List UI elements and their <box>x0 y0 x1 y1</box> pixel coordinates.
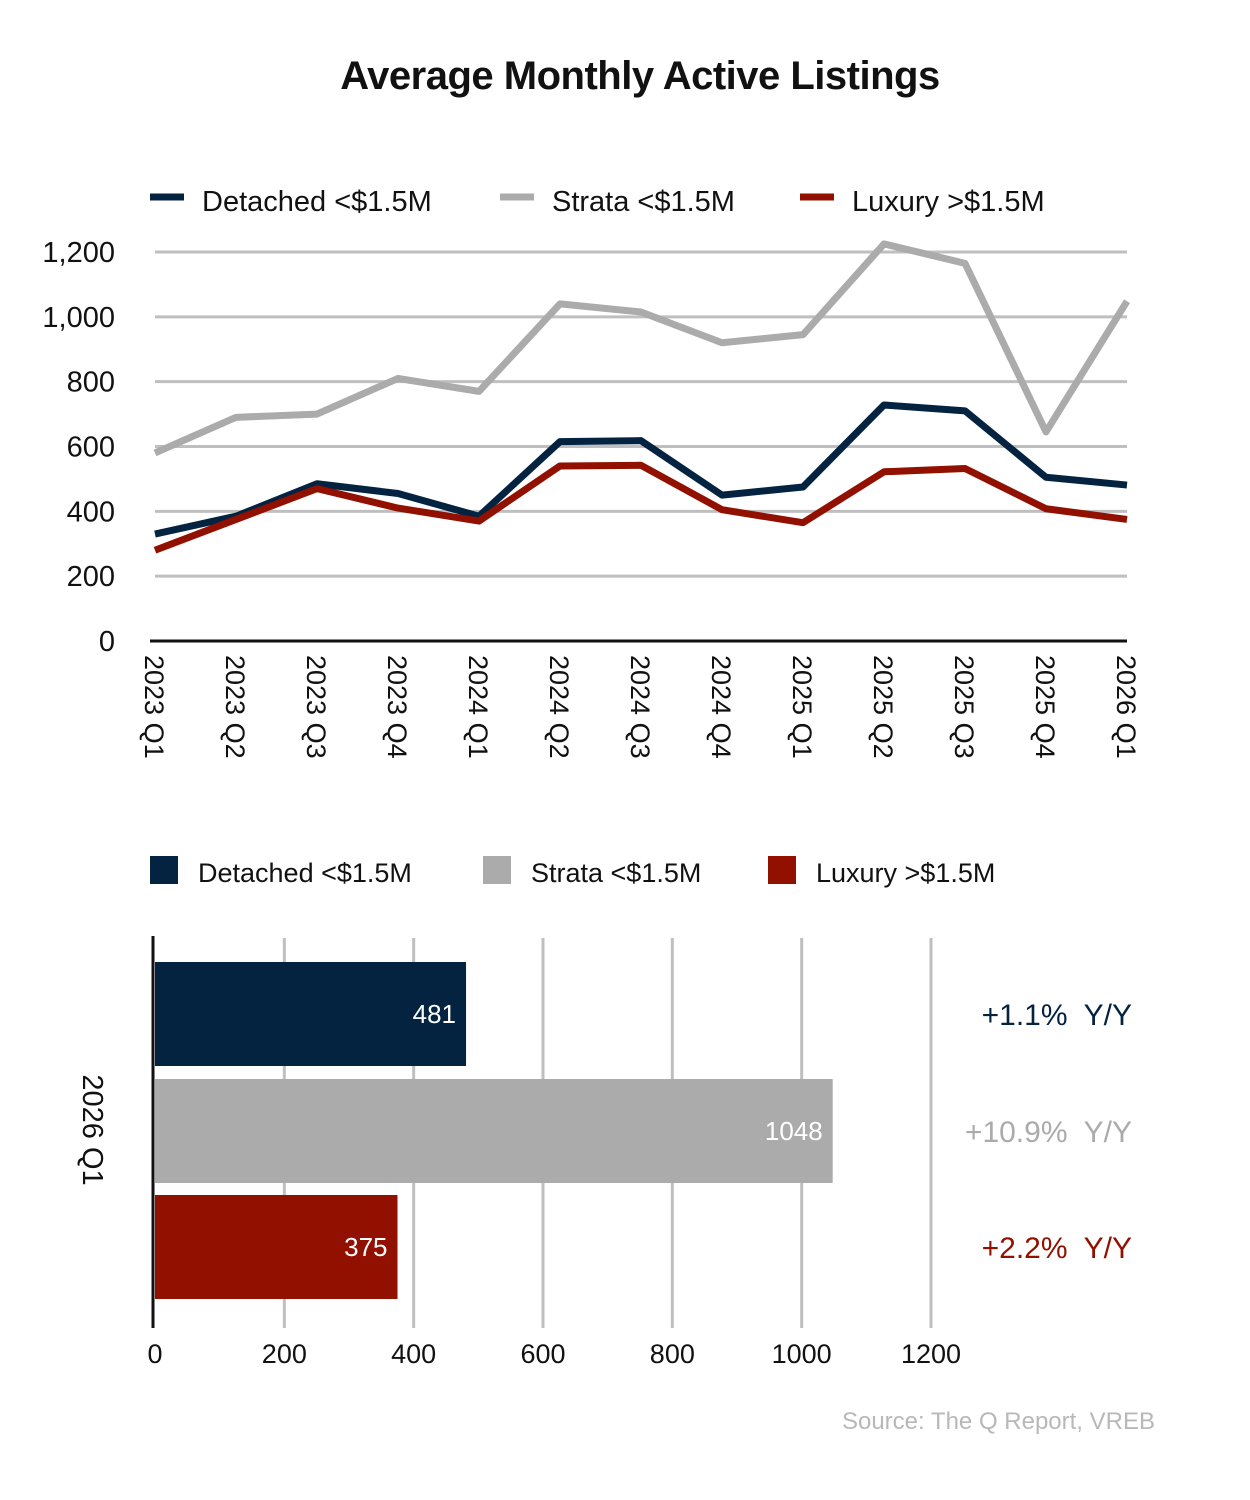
bar-x-tick-label: 800 <box>650 1339 695 1369</box>
line-legend-label-luxury-1-5m: Luxury >$1.5M <box>852 186 1045 218</box>
bar-strata-1-5m <box>155 1079 833 1183</box>
line-y-tick-label: 1,000 <box>42 302 115 334</box>
bar-x-tick-label: 0 <box>147 1339 162 1369</box>
line-chart: Detached <$1.5M Strata <$1.5M Luxury >$1.5… <box>42 186 1141 759</box>
bar-legend-label-detached-1-5m: Detached <$1.5M <box>198 858 412 888</box>
line-grid <box>155 250 1127 578</box>
line-x-tick-label: 2024 Q1 <box>463 655 493 759</box>
bar-change-label-luxury-1-5m: +2.2% Y/Y <box>982 1232 1132 1265</box>
line-x-tick-label: 2023 Q2 <box>220 655 250 759</box>
bar-luxury-1-5m <box>155 1195 398 1299</box>
line-y-tick-label: 800 <box>67 367 115 399</box>
line-x-tick-label: 2023 Q4 <box>382 655 412 759</box>
bar-legend-label-luxury-1-5m: Luxury >$1.5M <box>816 858 995 888</box>
line-x-tick-label: 2025 Q3 <box>949 655 979 759</box>
bar-x-tick-label: 600 <box>520 1339 565 1369</box>
line-y-tick-label: 600 <box>67 432 115 464</box>
line-series-detached-1-5m <box>154 401 1128 538</box>
line-series-group <box>153 240 1130 554</box>
line-x-tick-label: 2025 Q1 <box>787 655 817 759</box>
line-series-strata-1-5m <box>153 240 1130 457</box>
line-x-tick-label: 2023 Q3 <box>301 655 331 759</box>
bar-legend-swatch-luxury-1-5m <box>768 856 796 884</box>
line-x-tick-label: 2023 Q1 <box>139 655 169 759</box>
source-note: Source: The Q Report, VREB <box>841 1408 1155 1435</box>
bar-x-ticks: 0 200 400 600 800 1000 1200 <box>147 1339 961 1369</box>
line-x-tick-label: 2025 Q2 <box>868 655 898 759</box>
bar-group: 481 1048 375 <box>155 962 833 1299</box>
line-x-tick-label: 2026 Q1 <box>1111 655 1141 759</box>
line-y-tick-label: 200 <box>67 561 115 593</box>
bar-value-label: 375 <box>344 1232 387 1262</box>
bar-value-label: 481 <box>413 999 456 1029</box>
line-x-tick-label: 2025 Q4 <box>1030 655 1060 759</box>
line-x-ticks: 2023 Q1 2023 Q2 2023 Q3 2023 Q4 2024 Q1 2024 … <box>139 655 1141 759</box>
line-y-tick-label: 400 <box>67 496 115 528</box>
line-x-tick-label: 2024 Q3 <box>625 655 655 759</box>
bar-change-labels: +1.1% Y/Y +10.9% Y/Y +2.2% Y/Y <box>965 999 1132 1265</box>
bar-x-tick-label: 200 <box>262 1339 307 1369</box>
bar-legend-swatch-detached-1-5m <box>150 856 178 884</box>
line-x-tick-label: 2024 Q2 <box>544 655 574 759</box>
line-legend: Detached <$1.5M Strata <$1.5M Luxury >$1.5… <box>150 186 1045 218</box>
line-series-luxury-1-5m <box>153 461 1128 554</box>
line-y-tick-label: 0 <box>99 626 115 658</box>
bar-legend-label-strata-1-5m: Strata <$1.5M <box>531 858 701 888</box>
bar-x-tick-label: 400 <box>391 1339 436 1369</box>
bar-change-label-detached-1-5m: +1.1% Y/Y <box>982 999 1132 1032</box>
line-y-tick-label: 1,200 <box>42 237 115 269</box>
bar-category-label: 2026 Q1 <box>76 1074 108 1185</box>
line-legend-label-detached-1-5m: Detached <$1.5M <box>202 186 432 218</box>
bar-change-label-strata-1-5m: +10.9% Y/Y <box>965 1116 1132 1149</box>
bar-x-tick-label: 1200 <box>901 1339 961 1369</box>
bar-value-label: 1048 <box>765 1116 823 1146</box>
bar-legend-swatch-strata-1-5m <box>483 856 511 884</box>
bar-detached-1-5m <box>155 962 467 1066</box>
bar-x-tick-label: 1000 <box>772 1339 832 1369</box>
chart-title: Average Monthly Active Listings <box>340 54 940 98</box>
line-y-ticks: 0 200 400 600 800 1,000 1,200 <box>42 237 115 658</box>
bar-legend: Detached <$1.5M Strata <$1.5M Luxury >$1.5… <box>150 856 995 888</box>
line-x-tick-label: 2024 Q4 <box>706 655 736 759</box>
line-legend-label-strata-1-5m: Strata <$1.5M <box>552 186 735 218</box>
bar-grid <box>282 938 933 1328</box>
